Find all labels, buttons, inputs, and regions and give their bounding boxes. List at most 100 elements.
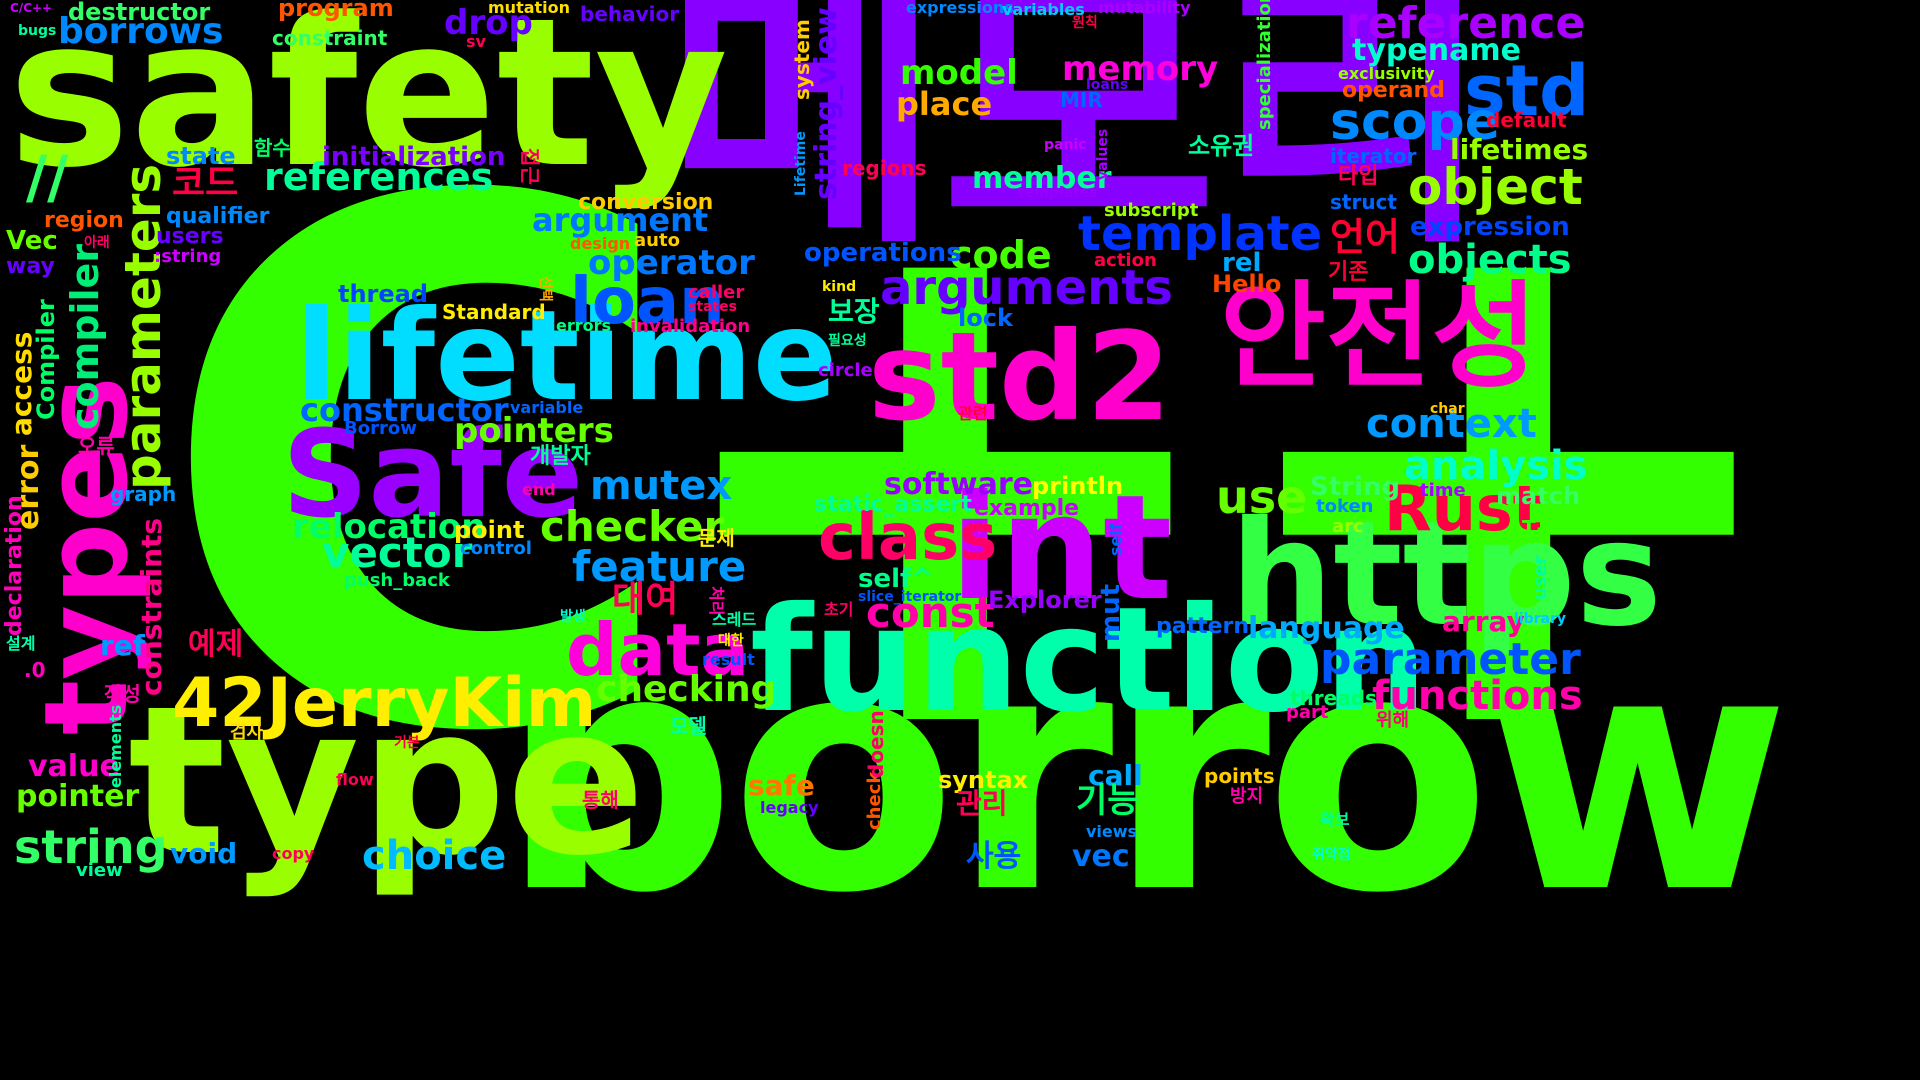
word-process-ko: 처리 [707, 586, 726, 616]
word-end: end [522, 480, 556, 499]
word-call: call [1088, 759, 1143, 792]
word-library: library [1514, 611, 1567, 627]
word-analysis: analysis [1404, 443, 1588, 489]
word-objects: objects [1408, 237, 1572, 283]
word-safe-cap: Safe [282, 406, 583, 545]
word-example: example [974, 496, 1080, 521]
word-basic-ko: 기본 [394, 735, 420, 751]
word-management-ko: 관리 [956, 787, 1008, 820]
word-pattern: pattern [1156, 614, 1250, 639]
word-rust: Rust [1384, 472, 1543, 545]
word-functions: functions [1372, 673, 1583, 719]
word-syntax: syntax [938, 766, 1029, 794]
word-graph: graph [110, 482, 177, 506]
word-view: view [76, 860, 123, 881]
word-point: point [454, 516, 525, 544]
word-below-ko: 아래 [84, 235, 110, 251]
word-object: object [1408, 158, 1583, 216]
word-slice-iterator: slice_iterator [858, 589, 962, 605]
word-declaration: declaration [2, 495, 27, 636]
word-flow: flow [336, 770, 374, 789]
word-lock: lock [958, 304, 1013, 332]
word-vec: vec [1072, 839, 1130, 874]
word-values: values [1095, 128, 1111, 180]
word-inspect-ko: 검사 [230, 722, 264, 743]
word-iterator: iterator [1330, 144, 1417, 168]
word-lifetimes: lifetimes [1450, 133, 1589, 166]
word-use-ko: 사용 [966, 839, 1022, 874]
word-default: default [1486, 108, 1567, 132]
word-lifetime: lifetime [295, 284, 838, 429]
word-type-ko: 타입 [1338, 164, 1379, 189]
word-initialization: initialization [322, 142, 506, 172]
word-panic: panic [1044, 137, 1087, 153]
word-std: std [1464, 50, 1590, 132]
word-subscript: subscript [1104, 200, 1199, 221]
word-mutex: mutex [590, 463, 733, 509]
word-occur-ko: 발생 [560, 609, 586, 625]
word-regions: regions [842, 156, 927, 180]
word-state: state [166, 142, 236, 170]
word-result: result [702, 650, 755, 669]
word-legacy: legacy [760, 798, 819, 817]
word-region: region [44, 208, 124, 233]
word-views: views [1086, 822, 1138, 841]
word-relocation: relocation [292, 507, 486, 547]
word-auto: auto [634, 230, 680, 251]
word-drop: drop [444, 3, 533, 43]
word-return: return [1528, 344, 1552, 416]
word-states: states [688, 299, 737, 315]
word-c-cpp: C/C++ [10, 1, 53, 15]
word-invalidation: invalidation [630, 316, 751, 337]
word-variable: variable [510, 398, 584, 417]
word-need-ko: 필요성 [828, 333, 867, 349]
word-mir: MIR [1060, 88, 1103, 112]
word-elements: elements [106, 704, 125, 788]
word-void: void [170, 837, 238, 870]
word-static-assert: static_assert [814, 492, 972, 517]
word-context: context [1366, 401, 1537, 447]
word-vec-cap: Vec [6, 226, 58, 256]
word-language: language [1248, 611, 1405, 646]
word-data: data [566, 608, 750, 692]
word-place: place [896, 85, 993, 123]
word-sv: sv [466, 32, 486, 51]
word-function: function [750, 576, 1428, 745]
word-thread-ko: 스레드 [712, 610, 757, 629]
word-template: template [1078, 206, 1323, 262]
word-prevent-ko: 방지 [1230, 786, 1264, 807]
word-principle-ko: 원칙 [1072, 15, 1098, 31]
word-users: users [156, 224, 224, 249]
word-kind: kind [822, 279, 857, 295]
word-doesn: doesn [864, 710, 888, 778]
word-safety-ko: 안전성 [1220, 270, 1538, 404]
word-error-ko: 오류 [78, 434, 115, 458]
word-explorer: Explorer [988, 586, 1102, 614]
word-constraints: constraints [135, 517, 168, 696]
word-jerrykim: 42JerryKim [172, 664, 597, 743]
word-zero: .0 [24, 658, 46, 682]
word-model-ko: 모델 [670, 714, 707, 738]
word-time: time [1420, 480, 1466, 501]
word-member: member [972, 161, 1112, 196]
word-code: code [950, 233, 1052, 277]
word-model: model [900, 53, 1018, 93]
word-caller: caller [688, 282, 745, 303]
word-string-cap: String [1310, 472, 1401, 502]
word-function-ko: 함수 [254, 136, 291, 160]
word-circle: circle [818, 360, 873, 381]
word-part: part [1286, 702, 1329, 723]
word-mutability: mutability [1098, 0, 1191, 17]
word-through-ko: 통해 [582, 788, 619, 812]
word-safety: safety [8, 0, 729, 213]
word-string-view: string_view [809, 6, 844, 200]
word-operand: operand [1342, 78, 1445, 103]
word-https: https [1230, 490, 1662, 659]
word-conversion: conversion [578, 190, 714, 215]
word-borrow-ko: 대여 [612, 579, 679, 620]
word-bugs: bugs [18, 23, 57, 39]
word-compiler: compiler [63, 244, 107, 430]
word-parameter: parameter [1320, 634, 1581, 685]
word-operator: operator [588, 243, 755, 283]
